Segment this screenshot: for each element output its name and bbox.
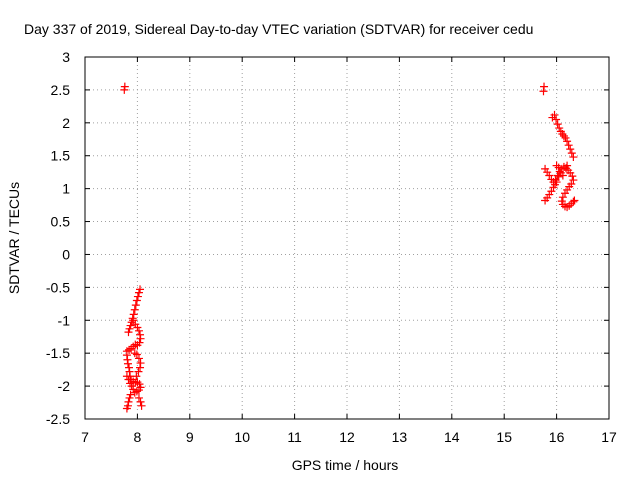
x-tick-label: 11 (287, 429, 302, 445)
ticks: 7 8 9 10 11 12 13 14 15 16 17-2.5-2-1.5-1-0.500.51… (46, 49, 617, 445)
x-tick-label: 8 (134, 429, 142, 445)
data-point (561, 133, 570, 142)
data-point (132, 372, 141, 381)
data-point (569, 176, 578, 185)
x-tick-label: 13 (392, 429, 408, 445)
data-point (136, 359, 145, 368)
y-tick-label: 2 (62, 115, 70, 131)
y-tick-label: -2.5 (46, 411, 70, 427)
data-point (558, 193, 567, 202)
data-point (132, 350, 141, 359)
y-tick-label: -2 (58, 378, 71, 394)
data-point (134, 393, 143, 402)
data-point (131, 301, 140, 310)
x-tick-label: 10 (234, 429, 250, 445)
data-point (123, 359, 132, 368)
data-point (122, 404, 131, 413)
chart-title: Day 337 of 2019, Sidereal Day-to-day VTE… (24, 21, 533, 37)
data-point (132, 296, 141, 305)
data-points (120, 82, 579, 413)
data-point (552, 115, 561, 124)
data-point (134, 288, 143, 297)
data-point (126, 379, 135, 388)
data-point (555, 124, 564, 133)
data-point (120, 85, 129, 94)
data-point (134, 354, 143, 363)
data-point (570, 196, 579, 205)
data-point (554, 163, 563, 172)
data-point (137, 401, 146, 410)
data-point (564, 141, 573, 150)
data-point (550, 110, 559, 119)
data-point (553, 120, 562, 129)
data-point (124, 328, 133, 337)
data-point (131, 340, 140, 349)
x-tick-label: 12 (339, 429, 355, 445)
data-point (568, 172, 577, 181)
data-point (125, 324, 134, 333)
data-point (566, 145, 575, 154)
data-point (539, 87, 548, 96)
data-point (565, 201, 574, 210)
data-point (133, 292, 142, 301)
data-point (136, 285, 145, 294)
data-point (136, 397, 145, 406)
data-point (563, 137, 572, 146)
data-point (569, 153, 578, 162)
y-axis-label: SDTVAR / TECUs (6, 182, 22, 294)
y-tick-label: -1.5 (46, 345, 70, 361)
data-point (130, 305, 139, 314)
y-tick-label: 2.5 (51, 82, 71, 98)
data-point (569, 197, 578, 206)
x-tick-label: 16 (549, 429, 565, 445)
y-tick-label: 1 (62, 181, 70, 197)
y-tick-label: -0.5 (46, 279, 70, 295)
grid (85, 57, 609, 419)
data-point (136, 334, 145, 343)
x-axis-label: GPS time / hours (292, 457, 399, 473)
y-tick-label: 1.5 (51, 148, 71, 164)
data-point (130, 388, 139, 397)
x-tick-label: 9 (186, 429, 194, 445)
y-tick-label: -1 (58, 312, 71, 328)
x-tick-label: 14 (444, 429, 460, 445)
y-tick-label: 0.5 (51, 214, 71, 230)
data-point (557, 197, 566, 206)
data-point (563, 161, 572, 170)
data-point (134, 326, 143, 335)
data-point (122, 372, 131, 381)
x-tick-label: 7 (81, 429, 89, 445)
data-point (124, 375, 133, 384)
x-tick-label: 15 (496, 429, 512, 445)
data-point (129, 385, 138, 394)
data-point (126, 390, 135, 399)
data-point (567, 149, 576, 158)
data-point (558, 171, 567, 180)
x-tick-label: 17 (601, 429, 617, 445)
data-point (127, 318, 136, 327)
y-tick-label: 0 (62, 246, 70, 262)
data-point (134, 367, 143, 376)
y-tick-label: 3 (62, 49, 70, 65)
data-point (125, 393, 134, 402)
data-point (133, 323, 142, 332)
data-point (126, 321, 135, 330)
data-point (130, 349, 139, 358)
data-point (552, 178, 561, 187)
data-point (559, 131, 568, 140)
